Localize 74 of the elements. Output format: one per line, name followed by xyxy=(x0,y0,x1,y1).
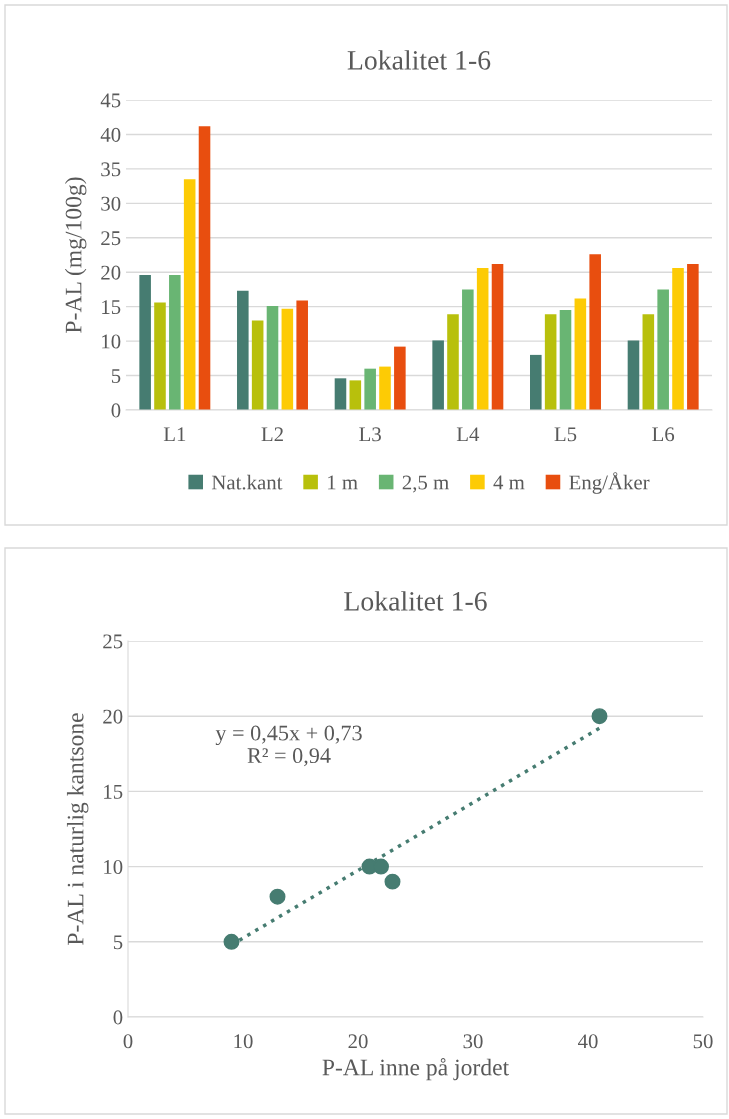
x-tick-label: 10 xyxy=(234,1034,253,1049)
bar xyxy=(364,368,376,410)
bar xyxy=(394,346,406,410)
y-tick-label: 5 xyxy=(111,369,121,383)
bar xyxy=(183,179,196,410)
bar xyxy=(559,310,572,410)
bar xyxy=(447,314,459,410)
point xyxy=(269,888,286,905)
y-tick-label: 15 xyxy=(102,300,121,315)
x-tick-label: 50 xyxy=(693,1034,713,1049)
y-tick-label: 15 xyxy=(104,784,123,799)
bar xyxy=(154,302,166,410)
x-tick-label: L6 xyxy=(652,427,675,442)
legend-label: Eng/Åker xyxy=(569,472,650,494)
y-tick-label: 45 xyxy=(100,93,121,108)
bar xyxy=(462,289,474,410)
y-tick-label: 10 xyxy=(102,334,121,349)
y-tick-label: 40 xyxy=(100,127,121,142)
x-tick-label: 20 xyxy=(348,1034,368,1049)
bar xyxy=(627,340,640,410)
x-tick-label: L2 xyxy=(261,427,283,442)
bar xyxy=(334,378,347,410)
chart-title: Lokalitet 1-6 xyxy=(347,50,491,70)
bar xyxy=(657,289,669,410)
x-tick-label: 40 xyxy=(577,1034,598,1049)
point xyxy=(384,873,401,890)
y-axis-title: P-AL (mg/100g) xyxy=(64,177,87,333)
point xyxy=(591,708,608,725)
y-tick-label: 0 xyxy=(111,403,121,418)
y-tick-label: 30 xyxy=(101,196,121,211)
bar xyxy=(530,354,542,410)
bar xyxy=(672,268,684,410)
legend-label: 4 m xyxy=(493,475,525,490)
bar xyxy=(198,126,211,410)
x-tick-label: L5 xyxy=(554,427,577,442)
bar xyxy=(491,263,504,410)
bar xyxy=(589,254,601,410)
legend-label: 1 m xyxy=(328,475,358,490)
y-axis-title: P-AL i naturlig kantsone xyxy=(66,713,89,945)
point xyxy=(373,858,389,875)
bar xyxy=(281,308,294,410)
x-tick-label: 30 xyxy=(463,1034,483,1049)
y-tick-label: 25 xyxy=(101,231,121,246)
bar xyxy=(687,263,699,410)
y-tick-label: 10 xyxy=(104,859,123,875)
bar xyxy=(544,314,557,410)
y-tick-label: 25 xyxy=(103,634,123,649)
chart-title: Lokalitet 1-6 xyxy=(344,591,487,611)
x-tick-label: L1 xyxy=(163,427,186,442)
y-tick-label: 20 xyxy=(103,709,123,724)
x-tick-label: L4 xyxy=(456,427,480,442)
bar xyxy=(139,274,151,410)
y-tick-label: 5 xyxy=(113,935,123,950)
x-axis-title: P-AL inne på jordet xyxy=(322,1058,510,1081)
x-tick-label: L3 xyxy=(359,427,381,442)
bar xyxy=(251,320,264,410)
y-tick-label: 0 xyxy=(113,1010,123,1025)
y-tick-label: 35 xyxy=(101,162,121,177)
bar xyxy=(237,290,249,410)
bar xyxy=(169,274,181,410)
bar xyxy=(476,268,489,410)
bar xyxy=(266,305,279,410)
bar xyxy=(379,366,391,410)
bar xyxy=(432,340,444,410)
annotation: y = 0,45x + 0,73 R² = 0,94 xyxy=(215,725,362,767)
y-tick-label: 20 xyxy=(101,265,121,280)
bar xyxy=(349,380,362,410)
x-tick-label: 0 xyxy=(123,1034,133,1049)
bar xyxy=(574,298,587,410)
legend-label: Nat.kant xyxy=(211,474,283,490)
legend-label: 2,5 m xyxy=(402,475,449,493)
bar xyxy=(296,300,308,410)
bar xyxy=(642,314,655,410)
point xyxy=(223,933,240,950)
